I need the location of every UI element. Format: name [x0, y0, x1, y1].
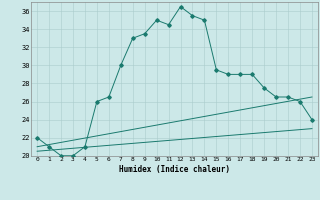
X-axis label: Humidex (Indice chaleur): Humidex (Indice chaleur): [119, 165, 230, 174]
